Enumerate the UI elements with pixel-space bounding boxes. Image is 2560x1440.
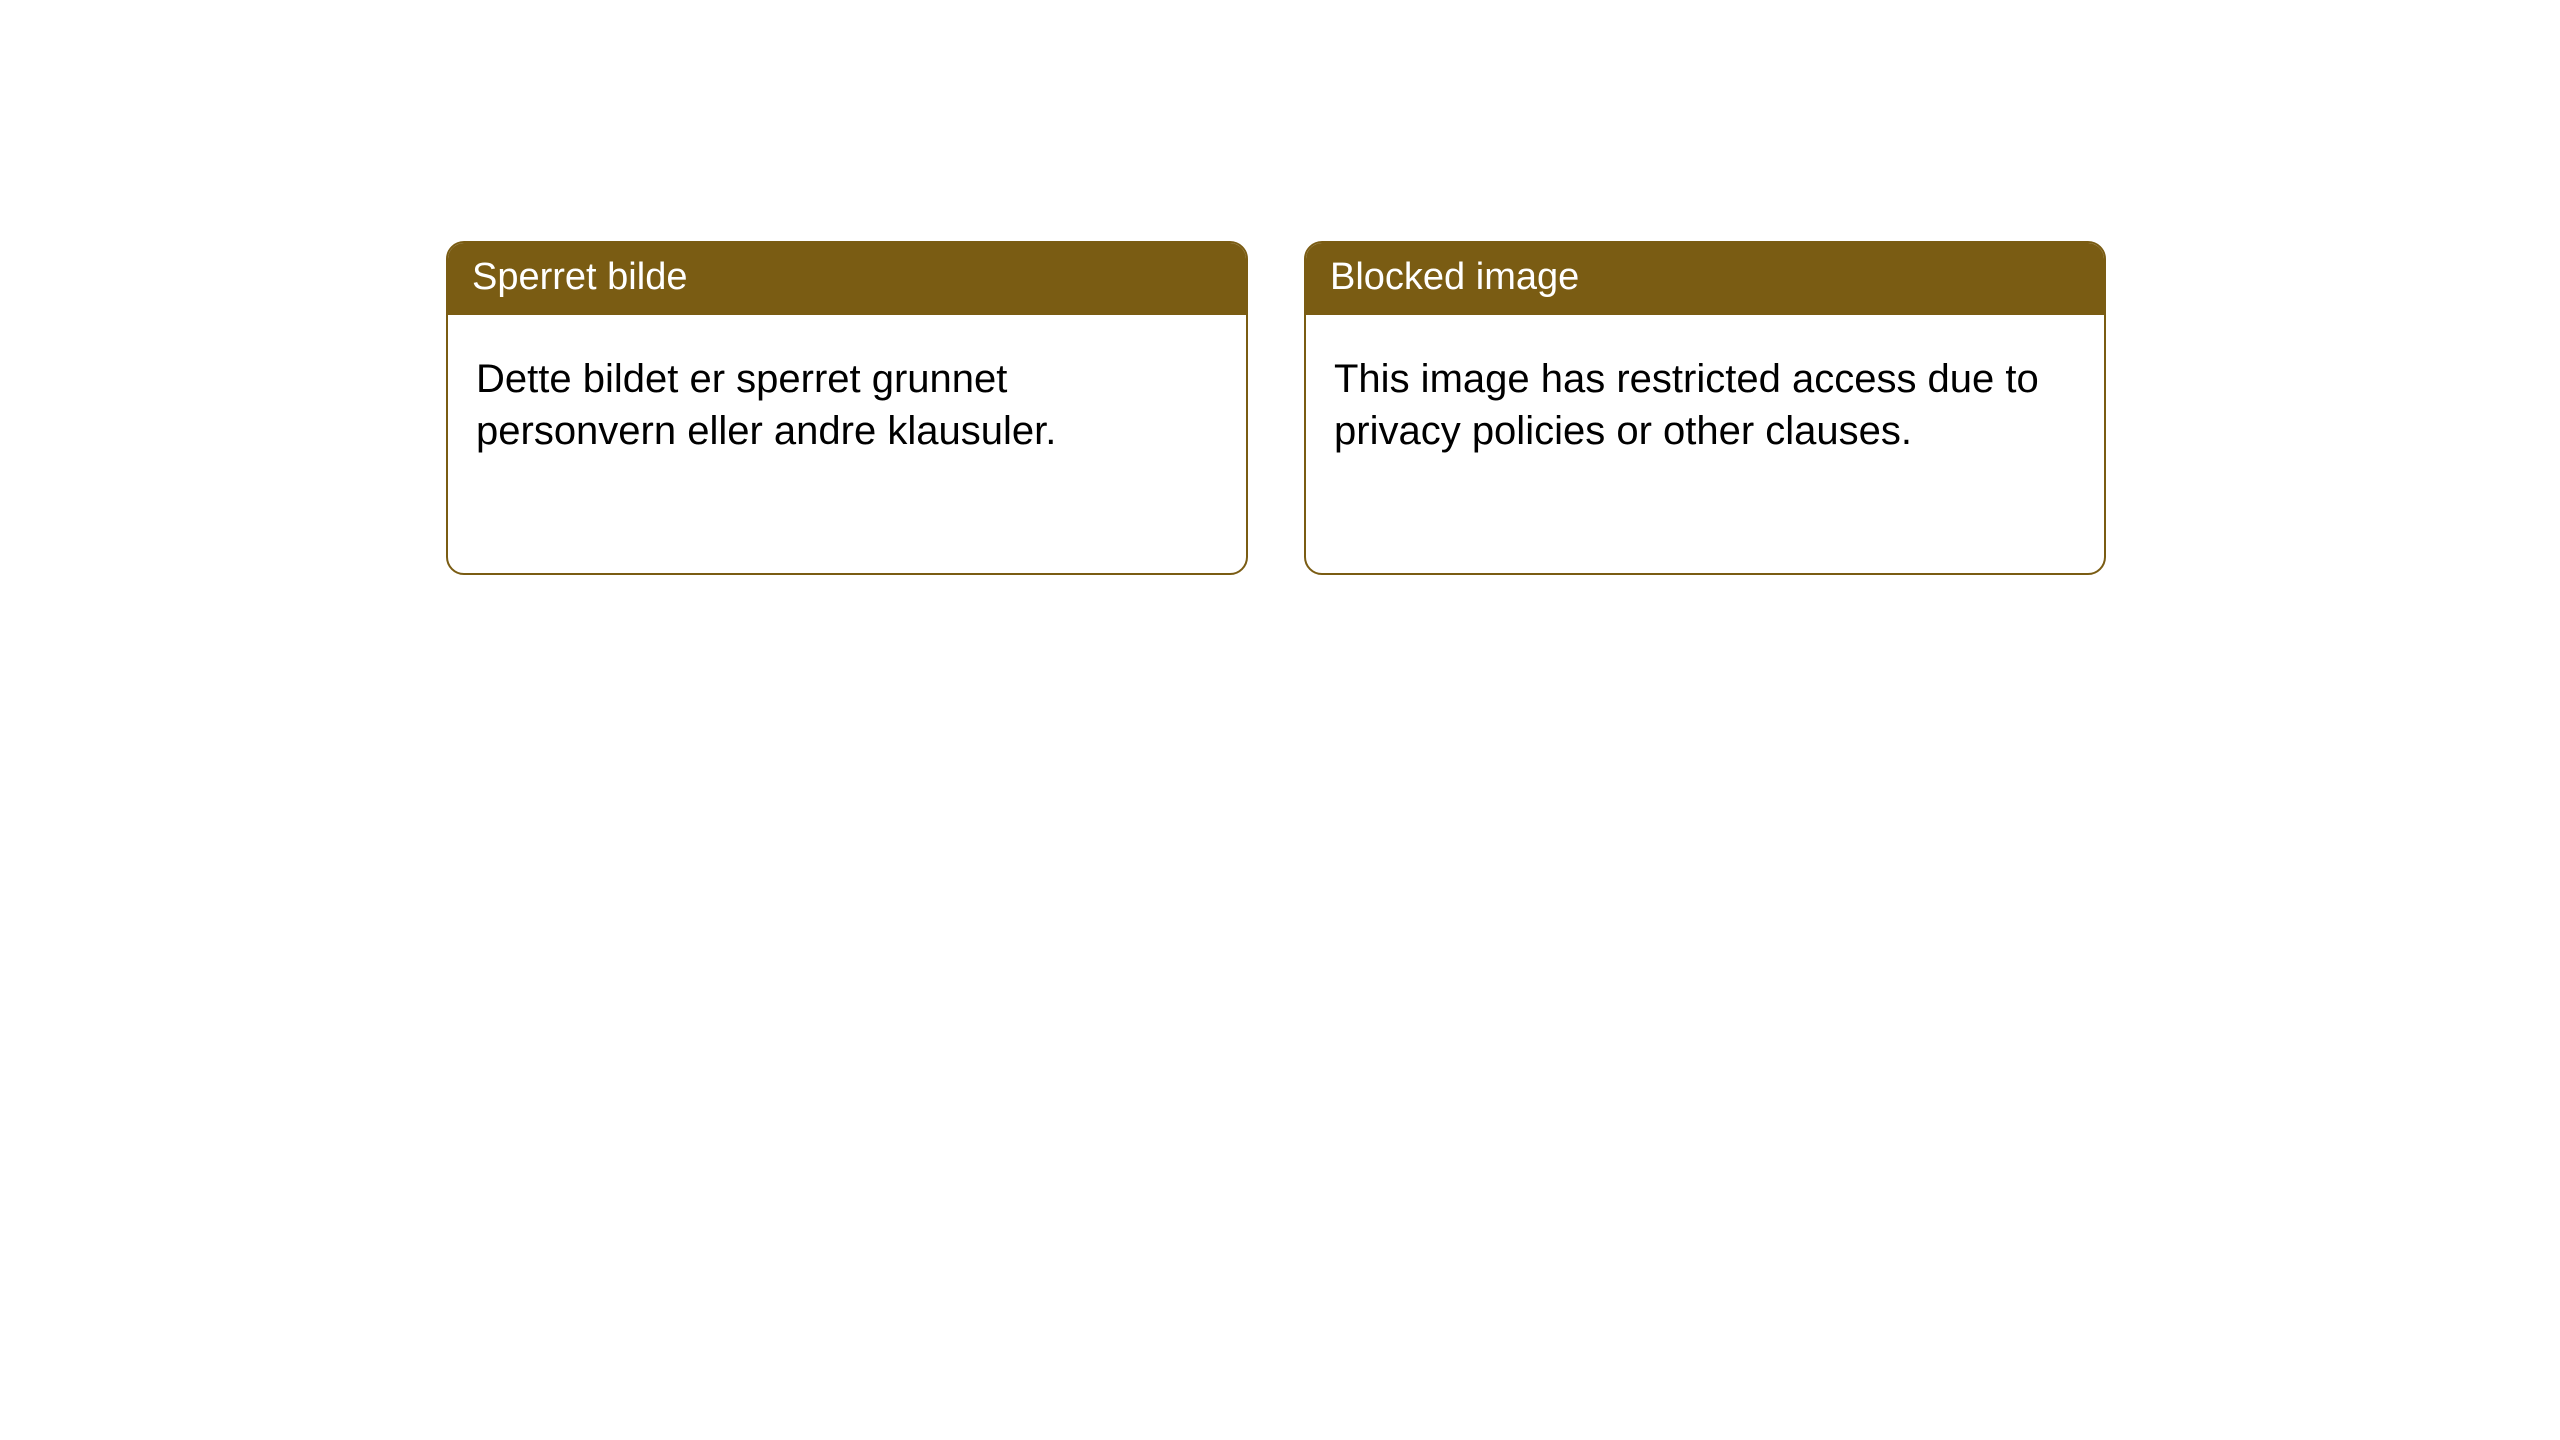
blocked-image-card-no: Sperret bilde Dette bildet er sperret gr… <box>446 241 1248 575</box>
blocked-image-card-en: Blocked image This image has restricted … <box>1304 241 2106 575</box>
cards-container: Sperret bilde Dette bildet er sperret gr… <box>0 0 2560 575</box>
card-body-en: This image has restricted access due to … <box>1306 315 2104 485</box>
card-header-no: Sperret bilde <box>448 243 1246 315</box>
card-header-en: Blocked image <box>1306 243 2104 315</box>
card-body-no: Dette bildet er sperret grunnet personve… <box>448 315 1246 485</box>
